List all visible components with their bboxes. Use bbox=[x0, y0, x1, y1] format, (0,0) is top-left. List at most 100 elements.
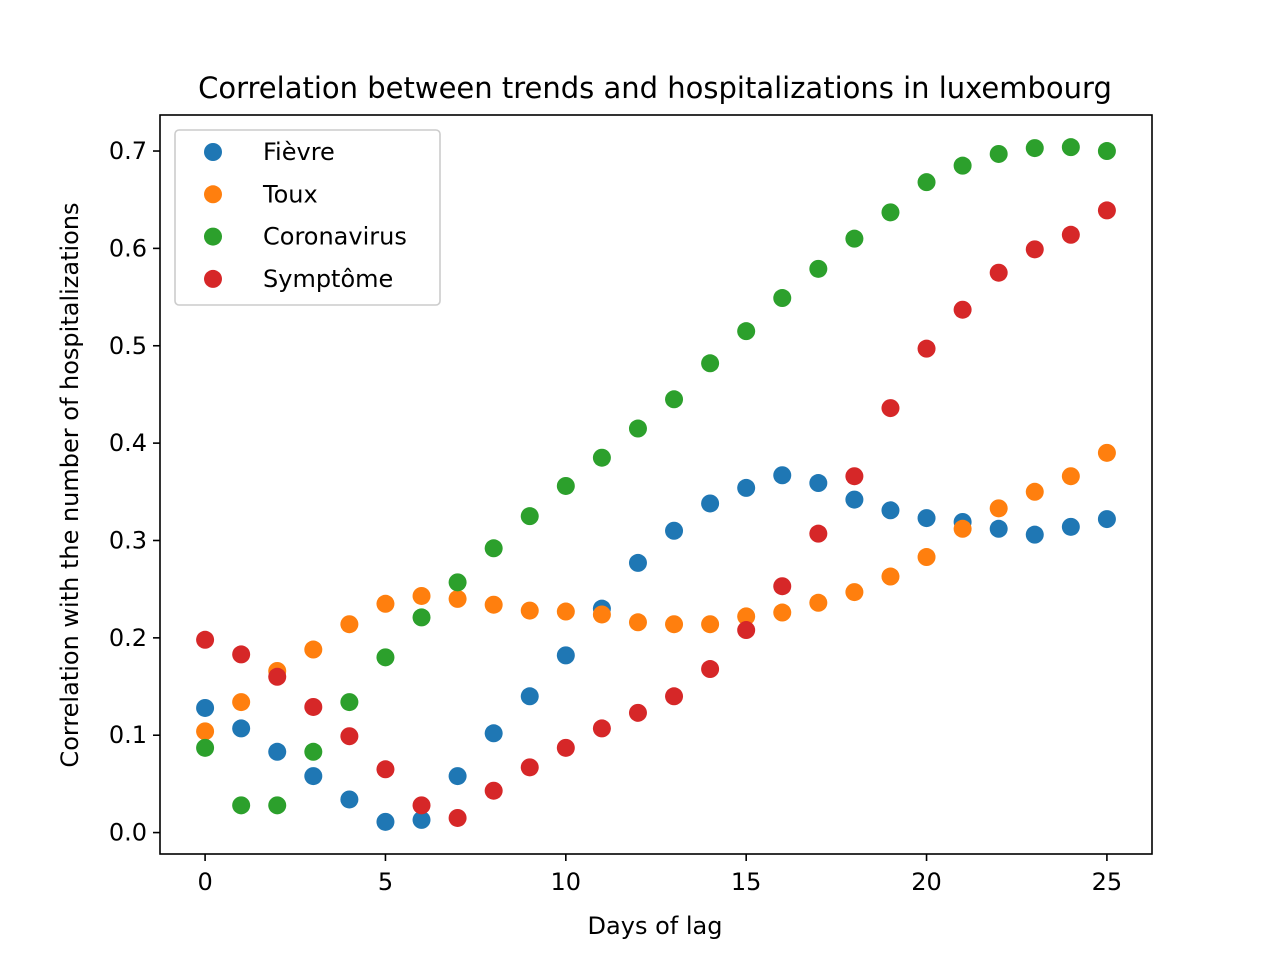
data-point bbox=[520, 507, 539, 526]
data-point bbox=[448, 808, 467, 827]
data-point bbox=[376, 594, 395, 613]
data-point bbox=[845, 467, 864, 486]
data-point bbox=[665, 390, 684, 409]
data-point bbox=[881, 501, 900, 520]
data-point bbox=[556, 646, 575, 665]
data-point bbox=[989, 499, 1008, 518]
data-point bbox=[592, 448, 611, 467]
series-2 bbox=[196, 138, 1116, 815]
data-point bbox=[592, 719, 611, 738]
data-point bbox=[196, 738, 215, 757]
data-point bbox=[701, 615, 720, 634]
plot-area-frame bbox=[159, 114, 1153, 855]
data-point bbox=[484, 781, 503, 800]
data-point bbox=[881, 567, 900, 586]
data-point bbox=[628, 703, 647, 722]
x-tick-label: 15 bbox=[731, 868, 762, 896]
data-point bbox=[448, 589, 467, 608]
data-point bbox=[881, 399, 900, 418]
data-point bbox=[953, 156, 972, 175]
data-point bbox=[376, 760, 395, 779]
x-tick-label: 20 bbox=[911, 868, 942, 896]
data-point bbox=[484, 595, 503, 614]
data-point bbox=[268, 796, 287, 815]
data-point bbox=[412, 608, 431, 627]
data-point bbox=[448, 767, 467, 786]
y-tick-label: 0.7 bbox=[109, 137, 147, 165]
data-point bbox=[701, 494, 720, 513]
axis-ticks: 0 5 10 15 20 25 0.0 0.1 0.2 0.3 0.4 0.5 0.6 0.7 bbox=[109, 137, 1122, 896]
data-point bbox=[1097, 443, 1116, 462]
data-point bbox=[412, 810, 431, 829]
data-point bbox=[809, 593, 828, 612]
data-point bbox=[737, 478, 756, 497]
data-point bbox=[809, 474, 828, 493]
data-point bbox=[556, 602, 575, 621]
x-tick-label: 5 bbox=[378, 868, 393, 896]
data-point bbox=[1097, 142, 1116, 161]
data-point bbox=[809, 259, 828, 278]
data-point bbox=[845, 583, 864, 602]
data-point bbox=[448, 573, 467, 592]
data-point bbox=[1025, 525, 1044, 544]
data-point bbox=[340, 727, 359, 746]
data-point bbox=[520, 601, 539, 620]
x-tick-label: 10 bbox=[551, 868, 582, 896]
y-tick-label: 0.1 bbox=[109, 721, 147, 749]
legend-label: Symptôme bbox=[263, 265, 393, 293]
data-point bbox=[232, 796, 251, 815]
data-point bbox=[304, 742, 323, 761]
legend-marker bbox=[204, 269, 222, 288]
data-point bbox=[917, 173, 936, 192]
data-point bbox=[232, 645, 251, 664]
data-point bbox=[737, 607, 756, 626]
series-0 bbox=[196, 466, 1116, 831]
data-point bbox=[773, 289, 792, 308]
data-point bbox=[1025, 139, 1044, 158]
data-point bbox=[989, 263, 1008, 282]
data-point bbox=[412, 796, 431, 815]
data-point bbox=[340, 693, 359, 712]
data-point bbox=[1061, 467, 1080, 486]
y-tick-label: 0.4 bbox=[109, 429, 147, 457]
data-point bbox=[628, 419, 647, 438]
data-point bbox=[665, 687, 684, 706]
chart-title: Correlation between trends and hospitali… bbox=[198, 71, 1112, 105]
data-point bbox=[628, 613, 647, 632]
data-point bbox=[665, 615, 684, 634]
y-tick-label: 0.5 bbox=[109, 332, 147, 360]
legend-label: Coronavirus bbox=[263, 223, 407, 251]
y-tick-label: 0.2 bbox=[109, 624, 147, 652]
data-point bbox=[376, 812, 395, 831]
data-point bbox=[196, 722, 215, 741]
data-point bbox=[484, 724, 503, 743]
data-point bbox=[845, 490, 864, 509]
x-tick-label: 25 bbox=[1092, 868, 1123, 896]
x-tick-label: 0 bbox=[197, 868, 212, 896]
series-3 bbox=[196, 201, 1116, 827]
data-point bbox=[1061, 225, 1080, 244]
data-point bbox=[556, 476, 575, 495]
data-point bbox=[701, 660, 720, 679]
data-point bbox=[196, 698, 215, 717]
data-point bbox=[268, 742, 287, 761]
data-point bbox=[845, 229, 864, 248]
data-point bbox=[1061, 517, 1080, 536]
data-point bbox=[520, 758, 539, 777]
data-point bbox=[304, 697, 323, 716]
data-point bbox=[1025, 482, 1044, 501]
data-point bbox=[773, 466, 792, 485]
legend-label: Fièvre bbox=[263, 138, 335, 166]
data-point bbox=[232, 693, 251, 712]
data-point bbox=[1097, 510, 1116, 529]
data-point bbox=[917, 548, 936, 567]
data-point bbox=[484, 539, 503, 558]
data-point bbox=[1061, 138, 1080, 157]
data-point bbox=[989, 519, 1008, 538]
legend-label: Toux bbox=[262, 180, 318, 208]
y-tick-label: 0.6 bbox=[109, 234, 147, 262]
data-point bbox=[881, 203, 900, 222]
data-point bbox=[917, 509, 936, 528]
